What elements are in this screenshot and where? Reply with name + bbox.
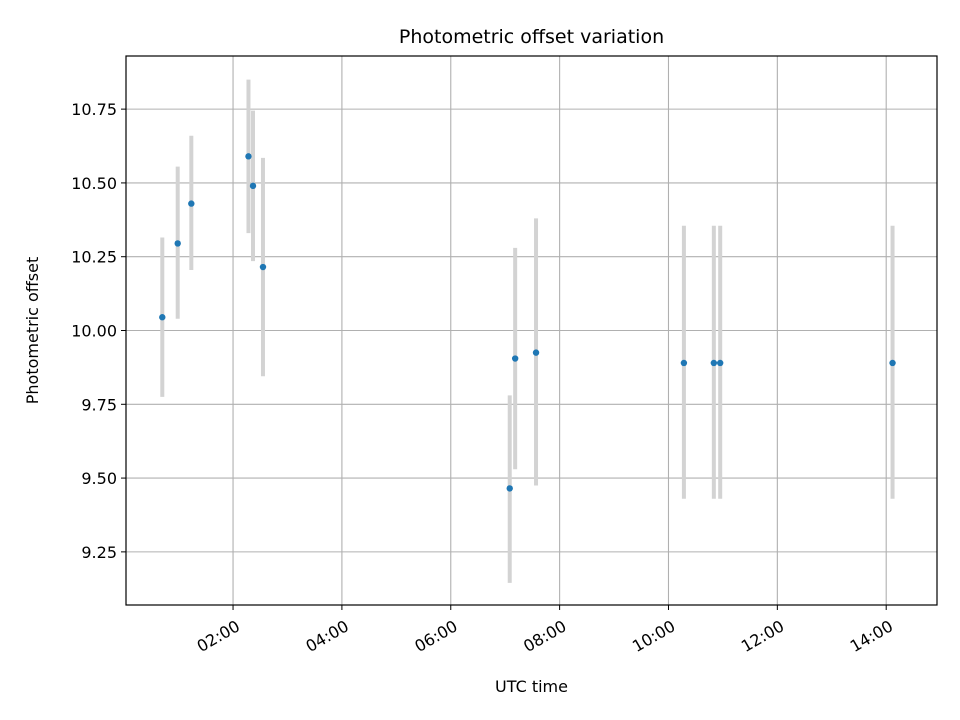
data-point bbox=[188, 200, 195, 207]
y-tick-label: 9.75 bbox=[81, 395, 117, 414]
data-point bbox=[259, 263, 267, 271]
chart-title: Photometric offset variation bbox=[399, 26, 664, 48]
data-point bbox=[245, 153, 252, 160]
y-tick-label: 9.50 bbox=[81, 469, 117, 488]
y-tick-label: 10.50 bbox=[71, 174, 117, 193]
x-axis-label: UTC time bbox=[495, 677, 568, 696]
data-point bbox=[174, 240, 181, 247]
data-point bbox=[159, 314, 166, 321]
data-point bbox=[680, 359, 688, 367]
y-tick-label: 9.25 bbox=[81, 543, 117, 562]
y-tick-label: 10.75 bbox=[71, 100, 117, 119]
data-point bbox=[889, 359, 896, 367]
y-tick-label: 10.25 bbox=[71, 248, 117, 267]
data-point bbox=[511, 355, 519, 362]
data-point bbox=[710, 359, 718, 367]
data-point bbox=[716, 359, 724, 367]
data-point bbox=[532, 349, 540, 356]
y-axis-label: Photometric offset bbox=[23, 257, 42, 405]
data-points bbox=[159, 153, 896, 492]
data-point bbox=[249, 182, 257, 190]
y-tick-label: 10.00 bbox=[71, 322, 117, 341]
data-point bbox=[506, 485, 513, 492]
